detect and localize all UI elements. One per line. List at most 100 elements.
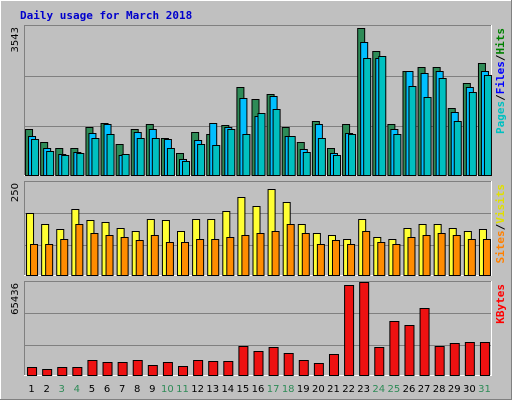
bar-pages-day-23 bbox=[363, 58, 372, 176]
bar-sites-day-23 bbox=[362, 231, 371, 276]
bar-pages-day-25 bbox=[393, 134, 402, 176]
bar-kbytes-day-25 bbox=[389, 321, 400, 376]
chart-panels: 3543 Pages/Files/Hits 250 Sites/Visits 65436… bbox=[10, 25, 507, 376]
x-tick-label-day-16: 16 bbox=[252, 384, 265, 395]
bar-sites-day-21 bbox=[331, 240, 340, 276]
bar-pages-day-7 bbox=[121, 154, 130, 176]
bar-pages-day-1 bbox=[31, 139, 40, 176]
bar-kbytes-day-11 bbox=[178, 366, 189, 376]
bar-sites-day-28 bbox=[437, 233, 446, 276]
bar-kbytes-day-13 bbox=[208, 361, 219, 376]
bar-kbytes-day-14 bbox=[223, 361, 234, 376]
bar-sites-day-12 bbox=[196, 239, 205, 276]
x-tick-label-day-20: 20 bbox=[312, 384, 325, 395]
bar-kbytes-day-27 bbox=[419, 308, 430, 376]
y-max-label: 65436 bbox=[10, 283, 21, 315]
x-tick-label-day-2: 2 bbox=[43, 384, 49, 395]
bar-pages-day-28 bbox=[438, 78, 447, 176]
bar-sites-day-26 bbox=[407, 237, 416, 276]
bar-kbytes-day-29 bbox=[449, 343, 460, 376]
bar-kbytes-day-5 bbox=[87, 360, 98, 376]
bar-kbytes-day-3 bbox=[57, 367, 68, 376]
x-tick-label-day-4: 4 bbox=[74, 384, 80, 395]
series-sites bbox=[30, 224, 491, 276]
bar-sites-day-22 bbox=[347, 244, 356, 276]
bar-pages-day-24 bbox=[378, 56, 387, 176]
bar-kbytes-day-10 bbox=[162, 362, 173, 376]
x-tick-label-day-15: 15 bbox=[237, 384, 250, 395]
x-tick-label-day-28: 28 bbox=[433, 384, 446, 395]
x-tick-label-day-13: 13 bbox=[206, 384, 219, 395]
y-max-label: 3543 bbox=[10, 27, 21, 52]
x-tick-label-day-11: 11 bbox=[176, 384, 189, 395]
bar-sites-day-9 bbox=[150, 235, 159, 276]
bar-pages-day-8 bbox=[136, 138, 145, 176]
bar-sites-day-3 bbox=[60, 239, 69, 276]
bar-pages-day-9 bbox=[151, 138, 160, 176]
bar-pages-day-13 bbox=[212, 145, 221, 176]
x-tick-label-day-29: 29 bbox=[448, 384, 461, 395]
bar-kbytes-day-20 bbox=[313, 363, 324, 376]
bar-sites-day-10 bbox=[165, 242, 174, 276]
bar-pages-day-4 bbox=[76, 153, 85, 176]
bar-sites-day-24 bbox=[377, 242, 386, 276]
x-tick-label-day-9: 9 bbox=[149, 384, 155, 395]
bar-pages-day-14 bbox=[227, 129, 236, 176]
bar-pages-day-26 bbox=[408, 86, 417, 176]
bar-sites-day-19 bbox=[301, 233, 310, 276]
panel-sites-visits: 250 Sites/Visits bbox=[10, 181, 507, 276]
bar-sites-day-5 bbox=[90, 233, 99, 276]
series-pages bbox=[31, 56, 492, 176]
bar-kbytes-day-24 bbox=[374, 347, 385, 376]
bar-kbytes-day-21 bbox=[328, 354, 339, 376]
bar-kbytes-day-22 bbox=[344, 285, 355, 376]
chart-title: Daily usage for March 2018 bbox=[20, 9, 192, 22]
bar-kbytes-day-23 bbox=[359, 282, 370, 376]
bar-sites-day-16 bbox=[256, 233, 265, 276]
bar-sites-day-14 bbox=[226, 237, 235, 276]
bar-pages-day-10 bbox=[166, 148, 175, 176]
bar-sites-day-7 bbox=[120, 237, 129, 276]
bar-kbytes-day-9 bbox=[147, 365, 158, 376]
x-tick-label-day-23: 23 bbox=[357, 384, 370, 395]
bar-pages-day-5 bbox=[91, 138, 100, 176]
bar-sites-day-11 bbox=[181, 242, 190, 276]
bar-kbytes-day-2 bbox=[42, 369, 53, 376]
bar-kbytes-day-28 bbox=[434, 346, 445, 376]
x-tick-label-day-19: 19 bbox=[297, 384, 310, 395]
bar-pages-day-18 bbox=[287, 136, 296, 176]
x-tick-label-day-21: 21 bbox=[327, 384, 340, 395]
bar-pages-day-6 bbox=[106, 134, 115, 176]
y-max-label: 250 bbox=[10, 183, 21, 202]
bar-pages-day-31 bbox=[483, 75, 492, 176]
bar-pages-day-17 bbox=[272, 109, 281, 176]
bar-pages-day-29 bbox=[453, 121, 462, 176]
bar-pages-day-3 bbox=[61, 155, 70, 176]
bar-sites-day-30 bbox=[467, 239, 476, 276]
x-tick-label-day-22: 22 bbox=[342, 384, 355, 395]
bar-kbytes-day-18 bbox=[283, 353, 294, 376]
x-tick-label-day-25: 25 bbox=[388, 384, 401, 395]
x-tick-label-day-26: 26 bbox=[403, 384, 416, 395]
bar-pages-day-2 bbox=[46, 151, 55, 176]
bar-sites-day-6 bbox=[105, 235, 114, 276]
legend-label: Sites/Visits bbox=[494, 184, 507, 264]
bar-kbytes-day-31 bbox=[479, 342, 490, 376]
bar-kbytes-day-1 bbox=[27, 367, 38, 376]
bar-sites-day-2 bbox=[45, 244, 54, 276]
x-tick-label-day-10: 10 bbox=[161, 384, 174, 395]
x-tick-label-day-14: 14 bbox=[221, 384, 234, 395]
x-tick-label-day-31: 31 bbox=[478, 384, 491, 395]
bar-kbytes-day-19 bbox=[298, 360, 309, 376]
bar-pages-day-27 bbox=[423, 97, 432, 176]
bar-kbytes-day-8 bbox=[132, 360, 143, 376]
bar-pages-day-12 bbox=[197, 144, 206, 176]
bar-sites-day-17 bbox=[271, 231, 280, 276]
bar-pages-day-16 bbox=[257, 113, 266, 176]
bar-kbytes-day-4 bbox=[72, 367, 83, 376]
x-tick-label-day-18: 18 bbox=[282, 384, 295, 395]
bar-kbytes-day-16 bbox=[253, 351, 264, 376]
bar-kbytes-day-15 bbox=[238, 346, 249, 376]
